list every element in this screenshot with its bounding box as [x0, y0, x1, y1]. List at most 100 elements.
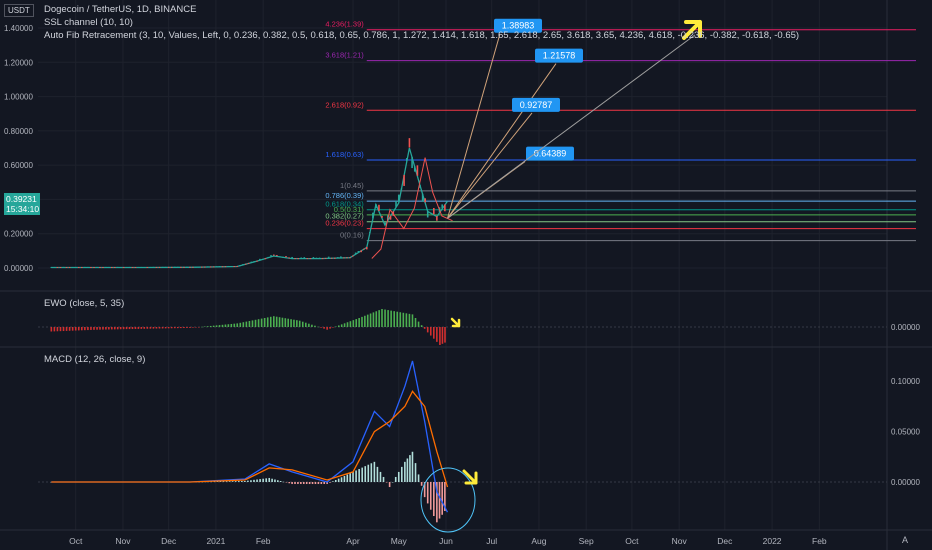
macd-title[interactable]: MACD (12, 26, close, 9) [44, 354, 146, 365]
ewo-bar [203, 326, 206, 327]
ewo-bar [74, 327, 77, 331]
x-tick-label: Nov [115, 536, 131, 546]
yellow-arrow-ewo [450, 317, 461, 328]
candle [93, 266, 95, 268]
ewo-bar [355, 319, 358, 327]
candle [206, 266, 209, 268]
ewo-bar [116, 327, 119, 330]
ewo-bar [56, 327, 59, 332]
macd-histogram-bar [222, 481, 225, 482]
ewo-bar [269, 316, 272, 327]
ewo-bar [87, 327, 89, 331]
macd-highlight-circle [420, 467, 476, 533]
auto-scale-button[interactable]: A [902, 535, 909, 545]
macd-y-tick: 0.00000 [891, 478, 920, 487]
candle [192, 266, 194, 268]
ewo-bar [417, 321, 420, 327]
candle [209, 266, 212, 268]
candle [173, 266, 176, 268]
ewo-bar [71, 327, 74, 331]
candle [279, 256, 281, 258]
x-tick-label: Apr [346, 536, 359, 546]
candle [411, 156, 413, 169]
x-tick-label: 2022 [763, 536, 782, 546]
macd-histogram-bar [352, 471, 354, 482]
ewo-title[interactable]: EWO (close, 5, 35) [44, 298, 125, 309]
macd-histogram-bar [302, 482, 305, 485]
ewo-bar [173, 327, 176, 329]
ewo-bar [209, 325, 212, 327]
fib-level-label: 0.618(0.34) [325, 200, 364, 209]
ewo-bar [260, 318, 263, 327]
ssl-channel-line [371, 157, 453, 259]
macd-y-tick: 0.10000 [891, 377, 920, 386]
macd-histogram-bar [244, 480, 246, 482]
candle [183, 266, 185, 268]
indicator-fib-label[interactable]: Auto Fib Retracement (3, 10, Values, Lef… [44, 30, 800, 41]
macd-histogram-bar [268, 477, 271, 482]
x-tick-label: Feb [812, 536, 827, 546]
ewo-bar [402, 312, 405, 327]
last-price-tag: 0.39231 15:34:10 [4, 193, 40, 215]
candle [239, 265, 241, 267]
candle [236, 265, 239, 267]
macd-histogram-bar [329, 482, 331, 483]
indicator-ssl-label[interactable]: SSL channel (10, 10) [44, 17, 133, 28]
macd-histogram-bar [411, 451, 414, 482]
candle [74, 266, 77, 268]
candle [189, 266, 191, 268]
candle [424, 198, 426, 203]
ewo-bar [180, 327, 182, 329]
ewo-bar [257, 319, 260, 327]
ewo-bar [186, 327, 188, 328]
candle [324, 257, 327, 259]
ewo-bar [384, 309, 386, 327]
ewo-bar [215, 325, 218, 327]
candle [116, 266, 119, 268]
y-tick-label: 0.20000 [4, 230, 33, 239]
ewo-bar [375, 311, 378, 327]
macd-histogram-bar [406, 458, 409, 482]
candle [303, 257, 306, 259]
candle [349, 257, 351, 259]
ewo-bar [278, 317, 281, 327]
ewo-bar [96, 327, 98, 330]
ewo-bar [158, 327, 161, 329]
macd-histogram-bar [291, 482, 293, 485]
macd-histogram-bar [231, 481, 234, 482]
ewo-bar [201, 326, 203, 328]
macd-histogram-bar [253, 479, 255, 482]
candle [444, 204, 446, 212]
candle [53, 266, 56, 268]
candle [247, 262, 250, 264]
macd-histogram-bar [343, 475, 346, 482]
candle [294, 258, 296, 260]
currency-label[interactable]: USDT [4, 4, 34, 17]
macd-histogram-bar [297, 482, 299, 485]
candle [259, 258, 261, 260]
candle [285, 256, 287, 258]
yellow-arrow-macd [462, 469, 478, 485]
ewo-bar [251, 320, 254, 327]
candle [50, 266, 53, 268]
candle [433, 207, 435, 215]
x-tick-label: Nov [672, 536, 688, 546]
ewo-bar [227, 324, 230, 327]
x-tick-label: Dec [161, 536, 177, 546]
candle [186, 266, 188, 268]
ewo-bar [177, 327, 179, 329]
x-tick-label: May [391, 536, 408, 546]
candle [346, 257, 348, 259]
macd-histogram-bar [364, 466, 367, 482]
macd-histogram-bar [213, 481, 216, 483]
candle [321, 257, 324, 260]
candle [81, 266, 83, 268]
candle [90, 266, 92, 268]
macd-histogram-bar [426, 482, 429, 504]
candle [125, 266, 128, 268]
ewo-bar [332, 327, 334, 328]
macd-histogram-bar [441, 482, 443, 515]
candle [378, 204, 380, 211]
fib-level-label: 1.618(0.63) [325, 150, 364, 159]
